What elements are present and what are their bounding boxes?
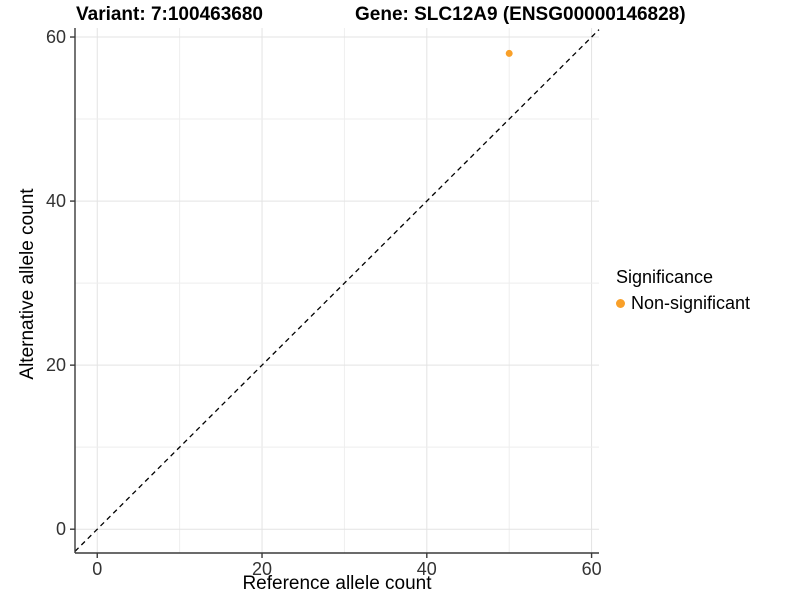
legend-item-label: Non-significant — [631, 293, 751, 313]
x-tick-label: 0 — [92, 559, 102, 579]
y-tick-label: 40 — [46, 191, 66, 211]
legend-point-icon — [616, 299, 625, 308]
x-tick-label: 20 — [252, 559, 272, 579]
y-tick-label: 0 — [56, 519, 66, 539]
y-tick-label: 60 — [46, 27, 66, 47]
legend-title: Significance — [616, 267, 714, 287]
variant-title: Variant: 7:100463680 — [76, 4, 263, 25]
legend-item: Non-significant — [616, 293, 750, 314]
x-axis-title: Reference allele count — [242, 573, 432, 594]
data-point — [505, 49, 513, 57]
legend: Significance Non-significant — [616, 267, 750, 314]
gene-title: Gene: SLC12A9 (ENSG00000146828) — [355, 4, 686, 25]
x-tick-label: 60 — [582, 559, 602, 579]
legend-items: Non-significant — [616, 293, 750, 314]
x-tick-label: 40 — [417, 559, 437, 579]
y-axis-title: Alternative allele count — [17, 188, 38, 380]
y-tick-label: 20 — [46, 355, 66, 375]
identity-dashed-line — [74, 29, 600, 552]
